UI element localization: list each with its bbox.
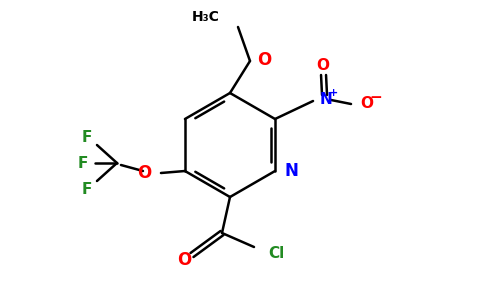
Text: O: O [317,58,330,73]
Text: +: + [329,88,338,98]
Text: −: − [369,91,382,106]
Text: Cl: Cl [268,245,284,260]
Text: F: F [82,182,92,196]
Text: O: O [177,251,191,269]
Text: O: O [136,164,151,182]
Text: F: F [78,155,88,170]
Text: N: N [284,162,298,180]
Text: O: O [257,51,271,69]
Text: H₃C: H₃C [192,10,220,24]
Text: F: F [82,130,92,145]
Text: N: N [320,92,333,106]
Text: O: O [360,95,373,110]
